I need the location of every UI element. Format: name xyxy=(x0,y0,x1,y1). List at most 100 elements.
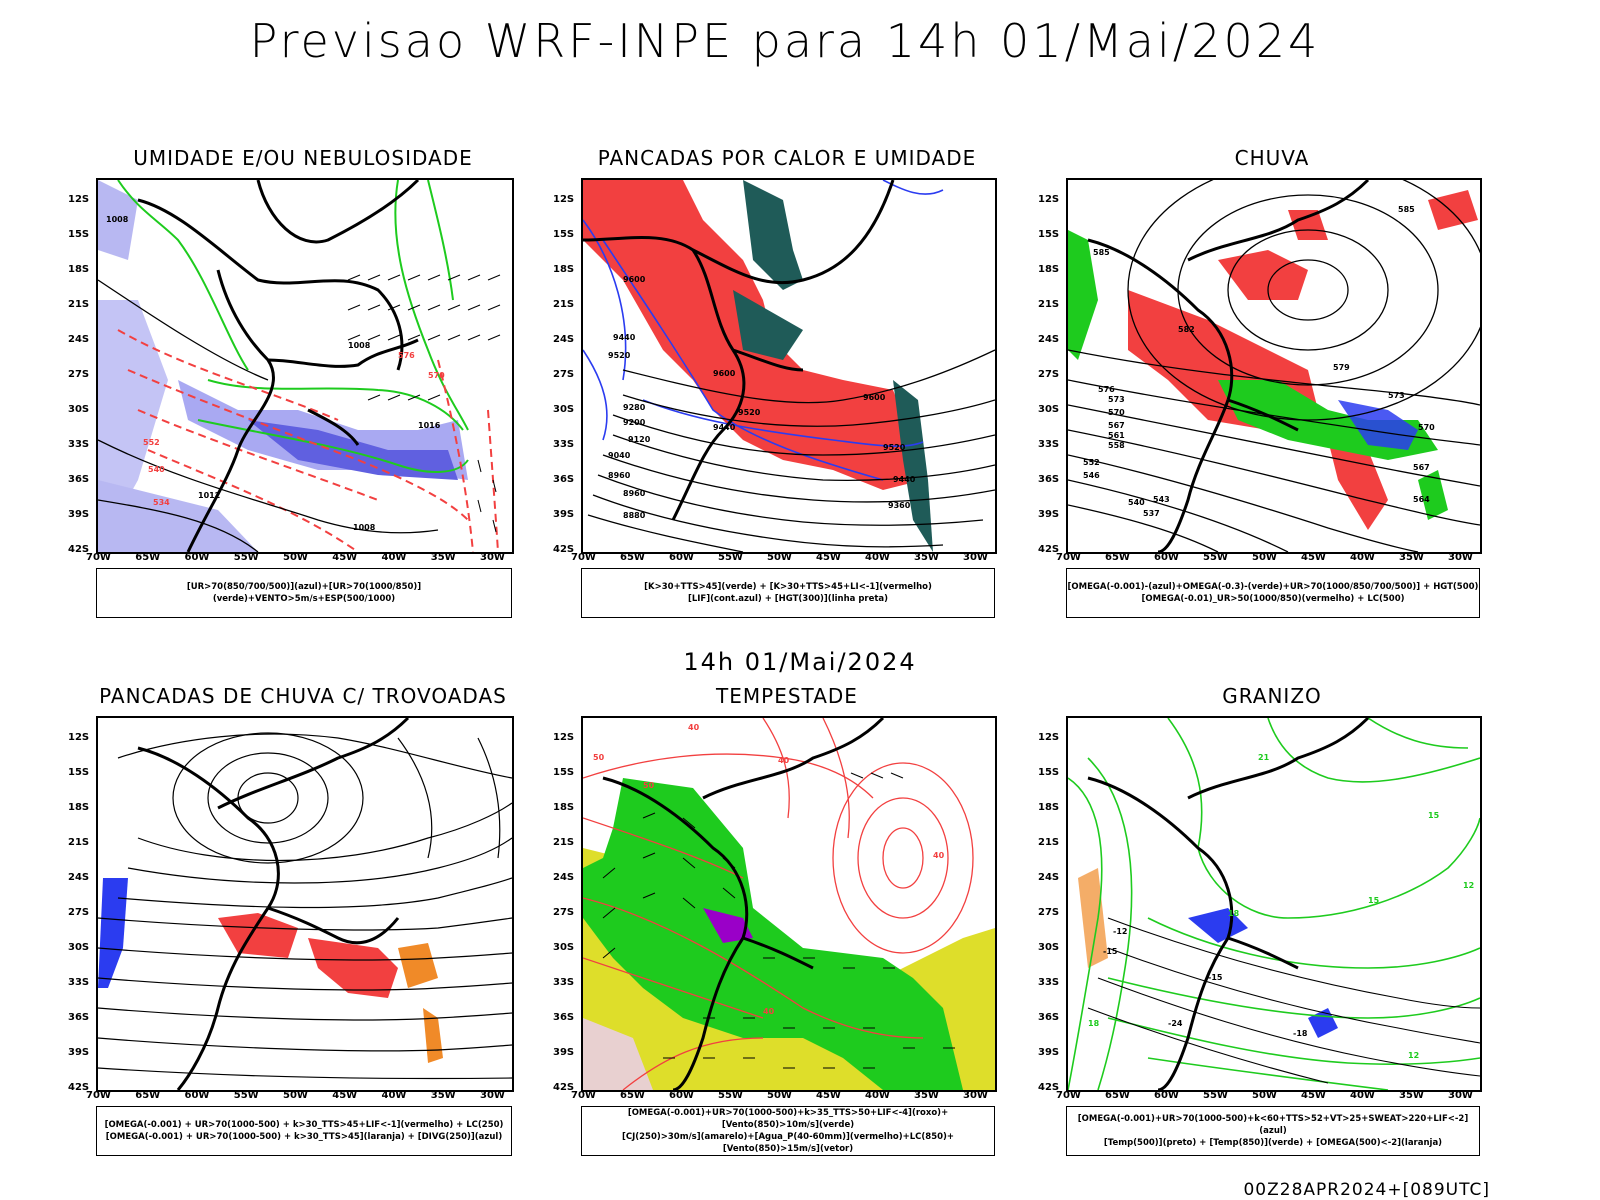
lat-tick-label: 30S xyxy=(553,942,575,953)
panel-title-umidade: UMIDADE E/OU NEBULOSIDADE xyxy=(133,146,473,170)
lat-tick-label: 15S xyxy=(1038,767,1060,778)
lat-tick-label: 15S xyxy=(68,229,90,240)
lat-tick-label: 39S xyxy=(68,1047,90,1058)
lon-tick-label: 35W xyxy=(914,1090,939,1101)
thickness-label: 534 xyxy=(153,498,170,507)
lon-tick-label: 70W xyxy=(86,552,111,563)
map-umidade: 1008 1008 1016 1012 1008 576 570 552 540… xyxy=(96,178,514,554)
humidity-blue-dark-area xyxy=(248,420,458,480)
mid-time-label: 14h 01/Mai/2024 xyxy=(683,648,917,676)
rain-red-area xyxy=(1218,250,1308,300)
hgt500-label: 579 xyxy=(1333,363,1350,372)
lat-tick-label: 18S xyxy=(553,802,575,813)
hgt-label: 9600 xyxy=(863,393,886,402)
lon-tick-label: 50W xyxy=(767,1090,792,1101)
lat-tick-label: 33S xyxy=(553,977,575,988)
green-contour-e xyxy=(117,180,249,371)
isobar-label: 1016 xyxy=(418,421,441,430)
rain-blue-area xyxy=(1338,400,1418,450)
isobar-label: 1012 xyxy=(198,491,220,500)
temp500-label: -24 xyxy=(1168,1019,1183,1028)
map-granizo-svg: -12 -15 -15 -18 -24 21 18 15 15 12 12 18 xyxy=(1068,718,1480,1090)
hgt-label: 9520 xyxy=(608,351,631,360)
lat-tick-label: 33S xyxy=(1038,439,1060,450)
lat-tick-label: 42S xyxy=(1038,544,1060,555)
lat-tick-label: 33S xyxy=(1038,977,1060,988)
map-tempestade-svg: 40 40 50 50 40 40 xyxy=(583,718,995,1090)
legend-line: [OMEGA(-0.001) + UR>70(1000-500) + k>30_… xyxy=(105,1132,503,1142)
lat-tick-label: 12S xyxy=(68,194,90,205)
hgt-label: 9520 xyxy=(738,408,761,417)
hgt500-label: 567 xyxy=(1108,421,1125,430)
lon-tick-label: 50W xyxy=(767,552,792,563)
lat-tick-label: 21S xyxy=(68,837,90,848)
lat-tick-label: 33S xyxy=(553,439,575,450)
lon-tick-label: 50W xyxy=(283,1090,308,1101)
legend-line: [OMEGA(-0.001)+UR>70(1000-500)+k<60+TTS>… xyxy=(1077,1114,1469,1136)
lon-tick-label: 60W xyxy=(1154,552,1179,563)
lon-tick-label: 65W xyxy=(1105,552,1130,563)
lat-tick-label: 39S xyxy=(553,1047,575,1058)
lat-tick-label: 21S xyxy=(553,837,575,848)
lat-tick-label: 24S xyxy=(1038,334,1060,345)
lon-tick-label: 30W xyxy=(1448,552,1473,563)
hgt500-label: 585 xyxy=(1093,248,1110,257)
legend-trovoadas: [OMEGA(-0.001) + UR>70(1000-500) + k>30_… xyxy=(96,1106,512,1156)
lat-tick-label: 42S xyxy=(1038,1082,1060,1093)
pw-label: 40 xyxy=(933,851,945,860)
lat-tick-label: 39S xyxy=(1038,1047,1060,1058)
lon-tick-label: 60W xyxy=(184,1090,210,1101)
legend-line: [K>30+TTS>45](verde) + [K>30+TTS>45+LI<-… xyxy=(644,582,932,592)
lat-tick-label: 21S xyxy=(1038,299,1060,310)
lat-tick-label: 21S xyxy=(1038,837,1060,848)
legend-line: [LIF](cont.azul) + [HGT(300)](linha pret… xyxy=(687,594,889,604)
lon-tick-label: 70W xyxy=(571,552,596,563)
storm-red-area xyxy=(308,938,398,998)
isobars xyxy=(98,279,439,552)
lon-tick-label: 55W xyxy=(1203,1090,1228,1101)
pw-label: 40 xyxy=(763,1007,775,1016)
lon-tick-label: 30W xyxy=(963,1090,988,1101)
legend-umidade: [UR>70(850/700/500)](azul)+[UR>70(1000/8… xyxy=(96,568,512,618)
k-index-teal-area xyxy=(733,290,803,360)
lon-tick-label: 30W xyxy=(1448,1090,1473,1101)
hgt500-label: 558 xyxy=(1108,441,1125,450)
lon-tick-label: 35W xyxy=(914,552,939,563)
borders xyxy=(1087,718,1370,1090)
hgt500-label: 573 xyxy=(1388,391,1405,400)
legend-line: [OMEGA(-0.001) + UR>70(1000-500) + k>30_… xyxy=(104,1120,504,1130)
k-index-teal-area xyxy=(893,380,933,552)
lat-tick-label: 18S xyxy=(68,802,90,813)
temp850-label: 18 xyxy=(1088,1019,1100,1028)
humidity-nw-area xyxy=(98,180,138,260)
hgt-label: 9200 xyxy=(623,418,646,427)
lat-tick-label: 15S xyxy=(553,229,575,240)
lon-tick-label: 60W xyxy=(669,552,694,563)
hgt500-label: 582 xyxy=(1178,325,1195,334)
storm-red-area xyxy=(218,913,298,958)
lon-tick-label: 40W xyxy=(865,552,890,563)
legend-line: [CJ(250)>30m/s](amarelo)+[Agua_P(40-60mm… xyxy=(621,1132,955,1154)
lon-tick-label: 35W xyxy=(1399,1090,1424,1101)
map-trovoadas-svg xyxy=(98,718,512,1090)
isobar-label: 1008 xyxy=(348,341,371,350)
storm-purple-area xyxy=(703,908,753,943)
lat-tick-label: 24S xyxy=(68,872,90,883)
lat-tick-label: 36S xyxy=(68,1012,90,1023)
lat-tick-label: 36S xyxy=(1038,1012,1060,1023)
rain-red-area xyxy=(1428,190,1478,230)
lon-tick-label: 55W xyxy=(718,552,743,563)
green-contour-c xyxy=(394,180,469,431)
lon-tick-label: 50W xyxy=(283,552,308,563)
lon-tick-label: 35W xyxy=(1399,552,1424,563)
lon-tick-label: 65W xyxy=(135,552,161,563)
lat-tick-label: 27S xyxy=(1038,907,1060,918)
lat-tick-label: 39S xyxy=(553,509,575,520)
legend-granizo: [OMEGA(-0.001)+UR>70(1000-500)+k<60+TTS>… xyxy=(1066,1106,1480,1156)
lif-contours xyxy=(583,180,944,481)
pw-label: 40 xyxy=(688,723,700,732)
lat-tick-label: 18S xyxy=(1038,802,1060,813)
legend-pancadas-calor: [K>30+TTS>45](verde) + [K>30+TTS>45+LI<-… xyxy=(581,568,995,618)
hgt-label: 9600 xyxy=(713,369,736,378)
lon-tick-label: 30W xyxy=(480,552,505,563)
